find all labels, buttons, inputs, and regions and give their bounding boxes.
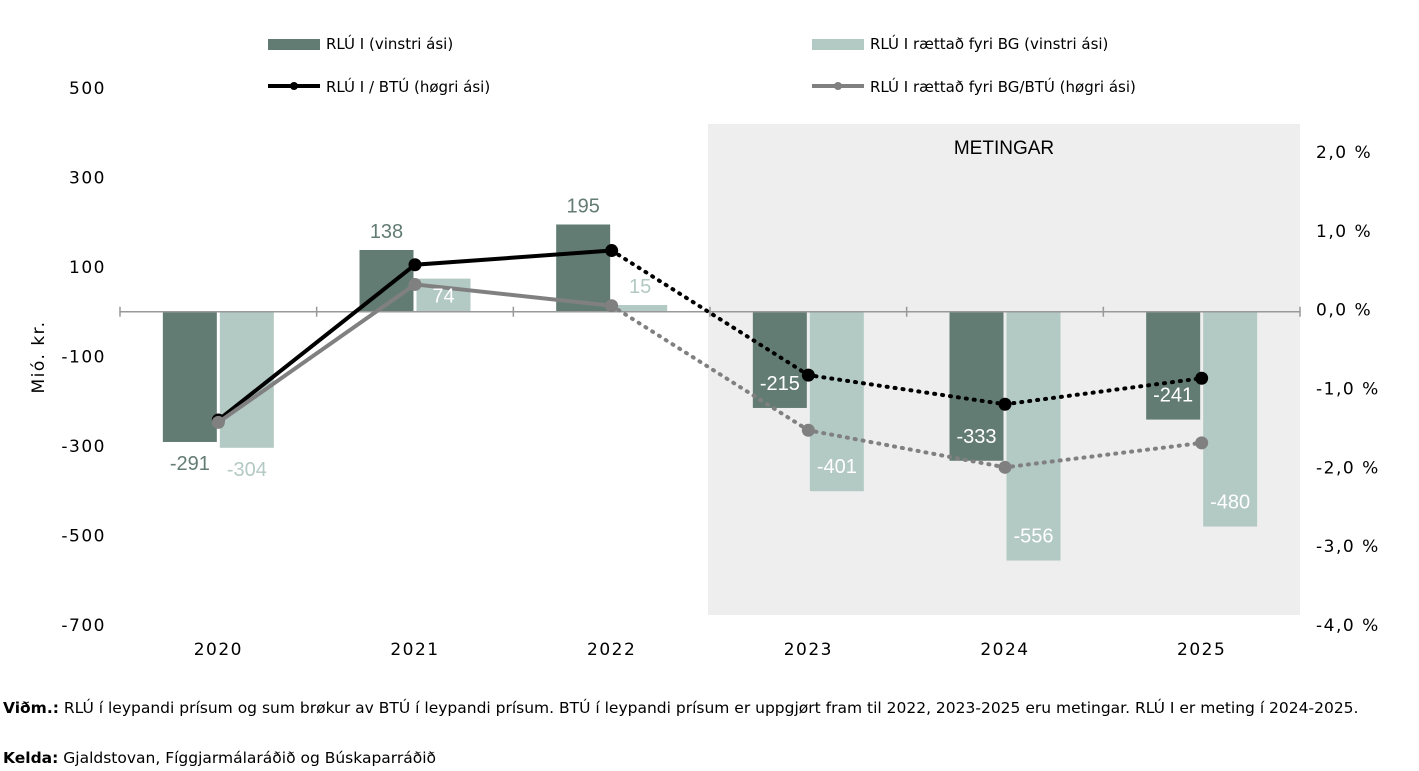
y-axis-label: Mió. kr.: [29, 321, 49, 394]
footnote-note-text: RLÚ í leypandi prísum og sum brøkur av B…: [58, 699, 1359, 717]
bar-rlu-bg: [1203, 311, 1258, 527]
bar-label-rlu-bg: 15: [629, 276, 651, 298]
bar-rlu-bg: [809, 311, 864, 492]
point-rlu-bg-btu: [1195, 436, 1209, 450]
y-tick-right: -3,0 %: [1316, 537, 1380, 557]
bar-rlu: [162, 311, 217, 442]
forecast-label: METINGAR: [954, 138, 1054, 159]
footnote-source-label: Kelda:: [3, 749, 59, 767]
bar-label-rlu: -333: [956, 426, 996, 448]
bar-label-rlu: -241: [1153, 385, 1193, 407]
footnote-source-text: Gjaldstovan, Fíggjarmálaráðið og Búskapa…: [58, 749, 437, 767]
y-tick-right: -2,0 %: [1316, 458, 1380, 478]
y-axis-left: 500 300 100 -100 -300 -500 -700: [61, 79, 106, 636]
y-tick-left: -500: [61, 527, 106, 547]
legend-marker-rlu-btu: [290, 82, 298, 90]
bar-label-rlu-bg: -556: [1013, 526, 1053, 548]
bar-label-rlu-bg: -480: [1210, 492, 1250, 514]
y-tick-right: 0,0 %: [1316, 301, 1372, 321]
bar-rlu: [949, 311, 1004, 461]
bar-rlu: [752, 311, 807, 408]
y-tick-right: -4,0 %: [1316, 616, 1380, 636]
x-axis-labels: 2020 2021 2022 2023 2024 2025: [194, 640, 1226, 660]
x-tick-label: 2021: [390, 640, 439, 660]
x-tick-label: 2025: [1177, 640, 1226, 660]
chart: METINGAR RLÚ I (vinstri ási) RLÚ I rætta…: [29, 34, 1380, 660]
bar-rlu: [1146, 311, 1201, 420]
bar-label-rlu: 138: [370, 221, 403, 243]
point-rlu-btu: [1195, 371, 1209, 385]
footnote-note-label: Viðm.:: [3, 699, 59, 717]
x-tick-label: 2022: [587, 640, 636, 660]
line-rlu-btu-forecast: [609, 248, 1204, 407]
bar-labels: -291 138 195 -215 -333 -241 -304 74 15 -401 -556 -4…: [170, 195, 1250, 547]
bar-label-rlu-bg: -401: [817, 456, 857, 478]
point-rlu-bg-btu: [211, 415, 225, 429]
bars: [162, 224, 1258, 561]
bar-label-rlu-bg: -304: [227, 459, 267, 481]
y-tick-left: 100: [69, 258, 106, 278]
legend-swatch-rlu-bar: [268, 39, 320, 50]
bar-label-rlu: -291: [170, 453, 210, 475]
legend-label-rlu-bg-btu: RLÚ I rættað fyri BG/BTÚ (høgri ási): [870, 77, 1136, 96]
legend-label-rlu-bar: RLÚ I (vinstri ási): [326, 34, 453, 53]
bar-label-rlu-bg: 74: [432, 286, 454, 308]
y-tick-left: 500: [69, 79, 106, 99]
y-axis-right: 2,0 % 1,0 % 0,0 % -1,0 % -2,0 % -3,0 % -4,0 %: [1316, 143, 1380, 636]
bar-label-rlu: -215: [760, 373, 800, 395]
bar-rlu-bg: [1006, 311, 1061, 561]
lines: [211, 244, 1209, 474]
point-rlu-bg-btu: [605, 299, 619, 313]
point-rlu-btu: [605, 244, 619, 258]
x-axis: [119, 306, 1301, 317]
y-tick-left: -300: [61, 437, 106, 457]
point-rlu-btu: [801, 368, 815, 382]
point-rlu-bg-btu: [408, 277, 422, 291]
bar-rlu-bg: [219, 311, 274, 448]
legend-label-rlu-bg-bar: RLÚ I rættað fyri BG (vinstri ási): [870, 34, 1108, 53]
point-rlu-bg-btu: [998, 460, 1012, 474]
y-tick-right: 1,0 %: [1316, 222, 1372, 242]
bar-rlu: [556, 224, 611, 312]
line-rlu-btu-actual: [217, 248, 612, 422]
footnote-note: Viðm.: RLÚ í leypandi prísum og sum brøk…: [3, 697, 1413, 719]
point-rlu-btu: [408, 258, 422, 272]
legend-label-rlu-btu: RLÚ I / BTÚ (høgri ási): [326, 77, 490, 96]
y-tick-left: 300: [69, 169, 106, 189]
y-tick-right: -1,0 %: [1316, 380, 1380, 400]
line-rlu-bg-btu-actual: [217, 282, 612, 425]
legend-swatch-rlu-bg-bar: [812, 39, 864, 50]
legend-marker-rlu-bg-btu: [834, 82, 842, 90]
footnote-source: Kelda: Gjaldstovan, Fíggjarmálaráðið og …: [3, 747, 1413, 769]
y-tick-left: -700: [61, 616, 106, 636]
point-rlu-btu: [998, 397, 1012, 411]
y-tick-right: 2,0 %: [1316, 143, 1372, 163]
bar-rlu-bg: [613, 305, 668, 312]
y-tick-left: -100: [61, 348, 106, 368]
x-tick-label: 2020: [194, 640, 243, 660]
x-tick-label: 2023: [784, 640, 833, 660]
point-rlu-bg-btu: [801, 423, 815, 437]
x-tick-label: 2024: [980, 640, 1029, 660]
legend: RLÚ I (vinstri ási) RLÚ I rættað fyri BG…: [268, 34, 1136, 96]
bar-label-rlu: 195: [566, 195, 599, 217]
